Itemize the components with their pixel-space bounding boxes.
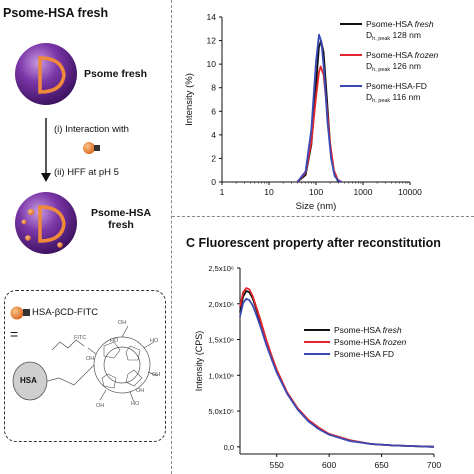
- y-tick-label: 1,0x10⁶: [208, 371, 234, 380]
- y-tick-label: 5,0x10⁵: [208, 407, 234, 416]
- legend-entry: Psome-HSA-FD: [366, 81, 427, 91]
- conjugate-legend-label: HSA-βCD-FITC: [32, 307, 99, 318]
- vesicle-schematic: [15, 43, 100, 254]
- legend-entry: Psome-HSA fresh: [334, 325, 402, 335]
- y-tick-label: 12: [207, 36, 217, 46]
- chem-label: OH: [96, 403, 105, 409]
- conjugate-structure-drawing: [10, 306, 159, 403]
- legend-entry: Psome-HSA frozen: [334, 337, 407, 347]
- x-tick-label: 650: [374, 460, 388, 470]
- y-tick-label: 1,5x10⁶: [208, 336, 234, 345]
- chem-label-fitc: FITC: [74, 335, 87, 341]
- y-axis-label: Intensity (CPS): [194, 331, 204, 392]
- psome-fresh-vesicle: [15, 43, 77, 105]
- series-line: [296, 33, 342, 183]
- y-tick-label: 2,0x10⁶: [208, 300, 234, 309]
- panel-c-title: C Fluorescent property after reconstitut…: [186, 236, 441, 250]
- y-tick-label: 10: [207, 59, 217, 69]
- legend-entry: Psome-HSA FD: [334, 349, 394, 359]
- hsa-dot-icon: [83, 142, 100, 154]
- series-line: [296, 65, 343, 183]
- chem-label: HO: [110, 338, 119, 344]
- series-line: [239, 290, 435, 448]
- x-tick-label: 1000: [354, 187, 373, 197]
- chart-fluorescence-spectrum: 550 600 650 700 0,0 5,0x10⁵ 1,0x10⁶ 1,5x10⁶ 2,0x…: [194, 264, 441, 470]
- hsa-label: HSA: [20, 376, 37, 385]
- x-axis-label: Size (nm): [296, 201, 337, 212]
- chem-label: OH: [86, 356, 95, 362]
- x-tick-label: 10000: [398, 187, 422, 197]
- chem-label: HO: [131, 401, 140, 407]
- y-tick-label: 8: [211, 83, 216, 93]
- y-tick-label: 2: [211, 153, 216, 163]
- y-tick-label: 14: [207, 12, 217, 22]
- y-tick-label: 0: [211, 177, 216, 187]
- x-tick-label: 1: [220, 187, 225, 197]
- psome-fresh-label: Psome fresh: [84, 68, 148, 80]
- y-tick-label: 4: [211, 130, 216, 140]
- legend-entry: Psome-HSA fresh: [366, 19, 434, 29]
- panel-divider-horizontal: [172, 216, 474, 217]
- step-2-text: (ii) HFF at pH 5: [54, 167, 119, 178]
- equals-sign: =: [10, 326, 19, 342]
- psome-hsa-fresh-vesicle: [15, 192, 77, 254]
- psome-hsa-fresh-label: Psome-HSA fresh: [90, 207, 152, 231]
- step-1-text: (i) Interaction with: [54, 124, 129, 135]
- series-line: [239, 297, 435, 448]
- series-line: [239, 287, 435, 448]
- chem-label: OH: [118, 320, 127, 326]
- x-tick-label: 600: [322, 460, 336, 470]
- legend-peak-label: Dh, peak 116 nm: [366, 92, 420, 104]
- legend-peak-label: Dh, peak 126 nm: [366, 61, 421, 73]
- hsa-conjugate-schema: [4, 290, 166, 442]
- chem-label: HO: [150, 338, 159, 344]
- panel-a-title: Psome-HSA fresh: [3, 6, 109, 20]
- panel-divider-vertical: [171, 0, 172, 474]
- x-tick-label: 550: [270, 460, 284, 470]
- y-axis-label: Intensity (%): [184, 73, 195, 126]
- chem-label: OH: [152, 372, 161, 378]
- x-tick-label: 100: [309, 187, 323, 197]
- series-line: [296, 39, 342, 183]
- y-tick-label: 0,0: [224, 443, 234, 452]
- chem-label: OH: [136, 388, 145, 394]
- legend-entry: Psome-HSA frozen: [366, 50, 439, 60]
- x-tick-label: 10: [264, 187, 274, 197]
- process-arrow: [41, 118, 51, 182]
- x-tick-label: 700: [427, 460, 441, 470]
- y-tick-label: 6: [211, 106, 216, 116]
- legend-peak-label: Dh, peak 128 nm: [366, 30, 421, 42]
- chart-dls-size-distribution: 1 10 100 1000 10000 0 2 4 6 8 10 12 14 Size (nm) Inten…: [184, 12, 439, 212]
- y-tick-label: 2,5x10⁶: [208, 264, 234, 273]
